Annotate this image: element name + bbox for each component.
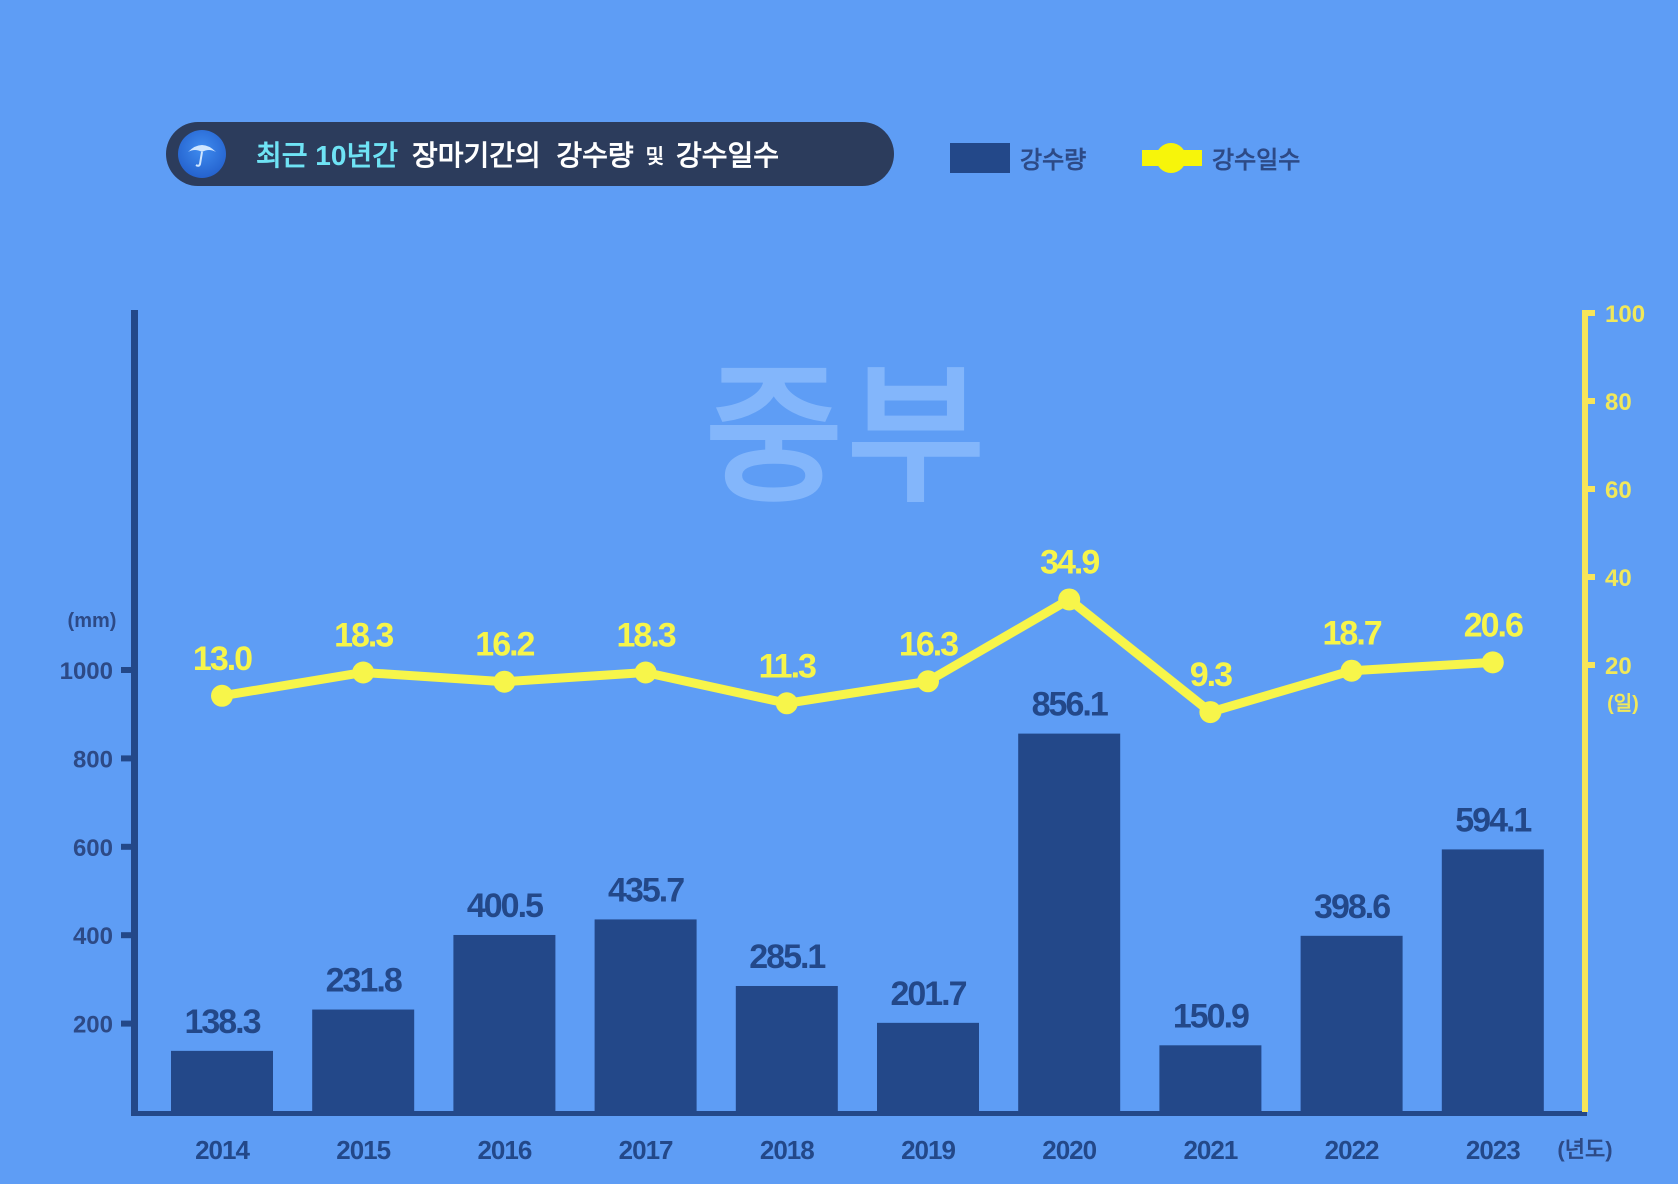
title-tail: 강수일수 bbox=[676, 140, 780, 171]
bar-value-label: 400.5 bbox=[467, 887, 543, 925]
x-tick-label: 2020 bbox=[1042, 1135, 1096, 1165]
right-tick bbox=[1585, 398, 1595, 404]
x-tick-label: 2022 bbox=[1325, 1135, 1379, 1165]
line-value-label: 20.6 bbox=[1464, 606, 1523, 644]
line-point bbox=[1481, 651, 1504, 674]
left-tick bbox=[121, 843, 133, 850]
bar-2018 bbox=[735, 985, 838, 1112]
line-point bbox=[775, 692, 798, 715]
axes: 2014 2015 2016 2017 2018 2019 2020 2021 2022 2023… bbox=[60, 301, 1645, 1165]
x-tick-label: 2018 bbox=[760, 1135, 814, 1165]
right-axis bbox=[1582, 310, 1588, 1112]
left-tick bbox=[121, 667, 133, 673]
y2-tick-label: 80 bbox=[1605, 389, 1632, 416]
title-conjunction: 및 bbox=[645, 145, 665, 168]
line-value-label: 11.3 bbox=[759, 647, 816, 685]
right-tick bbox=[1585, 310, 1595, 316]
bar-2019 bbox=[877, 1022, 979, 1112]
bar-2022 bbox=[1300, 935, 1403, 1112]
line-value-label: 16.2 bbox=[475, 626, 534, 664]
bar-2014 bbox=[171, 1050, 273, 1112]
x-axis-unit: (년도) bbox=[1557, 1137, 1612, 1162]
y-tick-label: 200 bbox=[73, 1012, 113, 1039]
bar-value-label: 856.1 bbox=[1032, 686, 1108, 724]
line-point bbox=[1058, 588, 1081, 611]
y2-tick-label: 100 bbox=[1605, 301, 1645, 328]
bar-value-label: 201.7 bbox=[890, 975, 966, 1013]
line-swatch-icon bbox=[1142, 142, 1202, 173]
bar-value-label: 594.1 bbox=[1455, 801, 1531, 839]
legend-line: 강수일수 bbox=[1142, 140, 1300, 175]
bar-value-label: 150.9 bbox=[1173, 997, 1249, 1035]
bar-2020 bbox=[1018, 733, 1121, 1112]
bar-value-label: 231.8 bbox=[326, 962, 402, 1000]
right-tick bbox=[1585, 574, 1595, 580]
line-point bbox=[211, 684, 233, 707]
line-value-label: 34.9 bbox=[1040, 543, 1099, 581]
y2-tick-label: 60 bbox=[1605, 477, 1632, 504]
y-tick-label: 400 bbox=[73, 923, 113, 950]
bar-series bbox=[171, 733, 1544, 1112]
line-value-label: 9.3 bbox=[1190, 656, 1232, 694]
left-tick bbox=[121, 932, 133, 939]
bar-2023 bbox=[1441, 849, 1544, 1112]
x-tick-label: 2023 bbox=[1466, 1135, 1520, 1165]
bar-value-label: 435.7 bbox=[608, 871, 684, 909]
line-value-label: 18.7 bbox=[1323, 615, 1382, 653]
bar-swatch-icon bbox=[950, 142, 1010, 173]
title-accent: 최근 10년간 bbox=[256, 140, 398, 171]
left-tick bbox=[121, 755, 133, 762]
line-point bbox=[1340, 659, 1363, 682]
line-series: 13.0 18.3 16.2 18.3 11.3 16.3 34.9 9.3 18.7 20.6 bbox=[193, 543, 1525, 724]
y2-axis-unit: (일) bbox=[1607, 692, 1639, 715]
legend-line-label: 강수일수 bbox=[1212, 147, 1301, 174]
bar-2017 bbox=[594, 919, 697, 1112]
line-point bbox=[917, 670, 939, 693]
bar-value-labels: 138.3 231.8 400.5 435.7 285.1 201.7 856.1 150.9… bbox=[184, 686, 1533, 1041]
chart-title-pill: 최근 10년간 장마기간의 강수량 및 강수일수 bbox=[166, 122, 894, 186]
legend-bar: 강수량 bbox=[950, 140, 1086, 175]
right-tick bbox=[1585, 662, 1595, 668]
y-tick-label: 1000 bbox=[60, 658, 113, 685]
right-tick bbox=[1585, 486, 1595, 492]
x-tick-label: 2016 bbox=[477, 1135, 531, 1165]
x-axis bbox=[131, 1111, 1587, 1116]
y2-tick-label: 40 bbox=[1605, 565, 1632, 592]
legend-bar-label: 강수량 bbox=[1020, 147, 1087, 174]
y2-tick-label: 20 bbox=[1605, 653, 1632, 680]
x-tick-label: 2014 bbox=[195, 1135, 250, 1165]
line-point bbox=[493, 670, 516, 693]
x-tick-label: 2017 bbox=[619, 1135, 673, 1165]
line-path bbox=[221, 594, 1494, 717]
left-tick bbox=[121, 1020, 133, 1027]
y-tick-label: 600 bbox=[73, 835, 113, 862]
y-tick-label: 800 bbox=[73, 746, 113, 773]
bar-2021 bbox=[1159, 1045, 1262, 1112]
line-point bbox=[352, 661, 375, 684]
umbrella-icon bbox=[178, 130, 226, 178]
bar-value-label: 285.1 bbox=[749, 938, 825, 976]
left-axis bbox=[131, 310, 138, 1116]
y-axis-unit: (mm) bbox=[68, 610, 117, 632]
bar-2015 bbox=[312, 1009, 415, 1112]
line-value-label: 18.3 bbox=[617, 616, 676, 654]
line-point bbox=[1199, 701, 1222, 724]
line-value-label: 16.3 bbox=[899, 625, 958, 663]
bar-value-label: 138.3 bbox=[184, 1003, 260, 1041]
line-point bbox=[634, 661, 657, 684]
bar-value-label: 398.6 bbox=[1314, 888, 1390, 926]
bar-2016 bbox=[453, 934, 556, 1112]
title-main: 장마기간의 강수량 bbox=[411, 140, 634, 171]
x-tick-label: 2019 bbox=[901, 1135, 955, 1165]
region-watermark: 중부 bbox=[705, 352, 990, 520]
line-value-label: 13.0 bbox=[193, 640, 252, 678]
x-tick-label: 2015 bbox=[336, 1135, 390, 1165]
x-tick-label: 2021 bbox=[1183, 1135, 1237, 1165]
line-value-label: 18.3 bbox=[334, 616, 393, 654]
